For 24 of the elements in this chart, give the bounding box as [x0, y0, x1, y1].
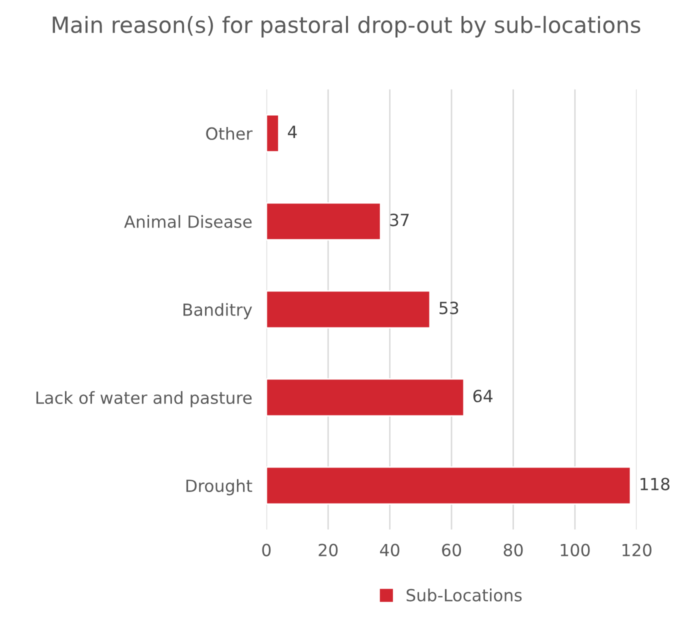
- x-tick-label: 20: [318, 544, 338, 556]
- bar: [266, 114, 280, 153]
- x-tick-label: 60: [442, 544, 462, 556]
- bar: [266, 202, 382, 241]
- x-tick-label: 40: [380, 544, 400, 556]
- y-tick-label: Animal Disease: [124, 215, 252, 228]
- data-label: 37: [390, 214, 409, 226]
- y-tick-label: Banditry: [183, 303, 252, 320]
- data-label: 4: [288, 126, 297, 138]
- x-tick-label: 80: [504, 544, 523, 556]
- y-tick-label: Drought: [186, 479, 252, 496]
- x-tick-label: 100: [560, 544, 590, 556]
- data-label: 53: [440, 302, 458, 314]
- y-tick-label: Other: [206, 127, 253, 140]
- y-tick-label: Lack of water and pasture: [36, 391, 252, 408]
- bar: [266, 466, 632, 505]
- data-label: 64: [473, 390, 492, 402]
- legend-label: Sub-Locations: [406, 588, 522, 602]
- bar: [266, 378, 465, 417]
- data-label: 118: [640, 478, 670, 490]
- bar: [266, 290, 431, 329]
- x-tick-label: 0: [262, 544, 271, 556]
- chart-title: Main reason(s) for pastoral drop-out by sub-locations: [52, 16, 640, 38]
- x-tick-label: 120: [622, 544, 652, 556]
